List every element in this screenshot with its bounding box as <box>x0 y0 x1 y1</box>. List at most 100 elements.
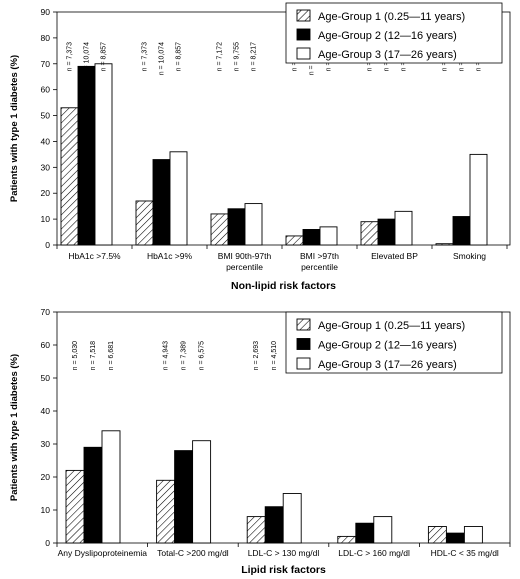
y-tick-label: 50 <box>41 111 51 121</box>
bar <box>264 506 284 544</box>
y-tick-label: 30 <box>41 439 51 449</box>
bar <box>246 516 266 544</box>
n-label: n = 4,510 <box>271 341 278 370</box>
category-label: BMI 90th-97th percentile <box>218 251 272 272</box>
y-tick-label: 60 <box>41 85 51 95</box>
chart-non-lipid-risk-factors: 0 10 20 30 40 50 60 70 80 90 Patients with type 1 … <box>9 2 511 292</box>
bar <box>227 208 246 246</box>
category-label-line: Total-C >200 mg/dl <box>157 548 229 558</box>
legend-label: Age-Group 2 (12—16 years) <box>318 30 457 42</box>
category-label: HbA1c >7.5% <box>68 251 121 261</box>
x-axis-label: Non-lipid risk factors <box>231 280 336 292</box>
plot-frame <box>56 11 511 246</box>
category-label: Any Dyslipoproteinemia <box>58 548 148 558</box>
y-tick-label: 70 <box>41 307 51 317</box>
chart-lipid-risk-factors: 0 10 20 30 40 50 60 70 Patients with type 1 diab… <box>9 307 511 576</box>
n-label: n = 7,172 <box>217 42 224 71</box>
legend-swatch <box>296 28 311 41</box>
legend-swatch <box>296 9 311 22</box>
n-label: n = 8,217 <box>251 42 258 71</box>
category-label-line: BMI >97th <box>300 251 339 261</box>
category-label-line: HbA1c >7.5% <box>68 251 121 261</box>
n-label: n = 7,518 <box>90 341 97 370</box>
bar <box>101 430 121 544</box>
y-tick-label: 20 <box>41 188 51 198</box>
bar <box>463 526 483 544</box>
y-tick-label: 40 <box>41 406 51 416</box>
legend-label: Age-Group 1 (0.25—11 years) <box>318 11 465 23</box>
bar <box>427 526 447 544</box>
category-label-line: percentile <box>226 262 263 272</box>
y-tick-label: 10 <box>41 505 51 515</box>
bar <box>192 440 212 544</box>
n-label: n = 8,857 <box>101 42 108 71</box>
bar <box>337 535 357 544</box>
bar <box>355 522 375 544</box>
n-label: n = 5,030 <box>72 341 79 370</box>
legend: Age-Group 1 (0.25—11 years) Age-Group 2 (… <box>285 2 503 64</box>
y-tick-label: 20 <box>41 472 51 482</box>
n-label: n = 6,681 <box>108 341 115 370</box>
bar <box>77 65 96 246</box>
y-tick-label: 60 <box>41 340 51 350</box>
bar <box>469 153 488 246</box>
legend-label: Age-Group 2 (12—16 years) <box>318 340 457 352</box>
bar <box>285 235 304 246</box>
n-label: n = 2,693 <box>253 341 260 370</box>
n-label: n = 4,943 <box>163 341 170 370</box>
n-label: n = 7,373 <box>142 42 149 71</box>
category-label-line: Any Dyslipoproteinemia <box>58 548 148 558</box>
bar <box>156 479 176 544</box>
y-tick-label: 0 <box>45 538 50 548</box>
y-tick-label: 50 <box>41 373 51 383</box>
legend-label: Age-Group 3 (17—26 years) <box>318 359 457 371</box>
bar <box>244 203 263 246</box>
y-tick-label: 90 <box>41 7 51 17</box>
bar <box>360 221 379 246</box>
bar <box>60 107 79 246</box>
y-tick-label: 10 <box>41 214 51 224</box>
n-label: n = 9,755 <box>234 42 241 71</box>
category-label: Smoking <box>453 251 486 261</box>
n-label: n = 10,074 <box>159 42 166 75</box>
n-label: n = 6,575 <box>199 341 206 370</box>
category-label-line: BMI 90th-97th <box>218 251 272 261</box>
bar <box>65 469 85 544</box>
y-tick-label: 80 <box>41 33 51 43</box>
bar <box>435 243 454 246</box>
y-tick-label: 40 <box>41 136 51 146</box>
category-label: LDL-C > 160 mg/dl <box>338 548 410 558</box>
legend-label: Age-Group 1 (0.25—11 years) <box>318 320 465 332</box>
category-label-line: HbA1c >9% <box>147 251 193 261</box>
legend-swatch <box>296 357 311 370</box>
category-label: Total-C >200 mg/dl <box>157 548 229 558</box>
bar <box>377 218 396 246</box>
bar <box>83 446 103 544</box>
n-label: n = 7,373 <box>67 42 74 71</box>
category-label-line: Elevated BP <box>371 251 418 261</box>
category-label-line: LDL-C > 130 mg/dl <box>248 548 320 558</box>
n-label: n = 7,389 <box>181 341 188 370</box>
category-label-line: LDL-C > 160 mg/dl <box>338 548 410 558</box>
y-tick-label: 0 <box>45 240 50 250</box>
legend-swatch <box>296 338 311 350</box>
bar <box>210 213 229 246</box>
n-label: n = 10,074 <box>84 42 91 75</box>
legend-swatch <box>296 318 311 331</box>
bar <box>135 200 154 246</box>
y-tick-label: 70 <box>41 59 51 69</box>
legend-label: Age-Group 3 (17—26 years) <box>318 49 457 61</box>
category-label: BMI >97th percentile <box>300 251 339 272</box>
bar <box>302 229 321 246</box>
category-label: HbA1c >9% <box>147 251 193 261</box>
n-label: n = 8,857 <box>176 42 183 71</box>
category-label: Elevated BP <box>371 251 418 261</box>
bar <box>152 159 171 246</box>
bar <box>94 63 113 246</box>
legend-box <box>285 2 503 64</box>
bar <box>174 450 194 544</box>
bar <box>373 516 393 544</box>
x-axis-label: Lipid risk factors <box>241 564 326 576</box>
category-label-line: HDL-C < 35 mg/dl <box>431 548 499 558</box>
